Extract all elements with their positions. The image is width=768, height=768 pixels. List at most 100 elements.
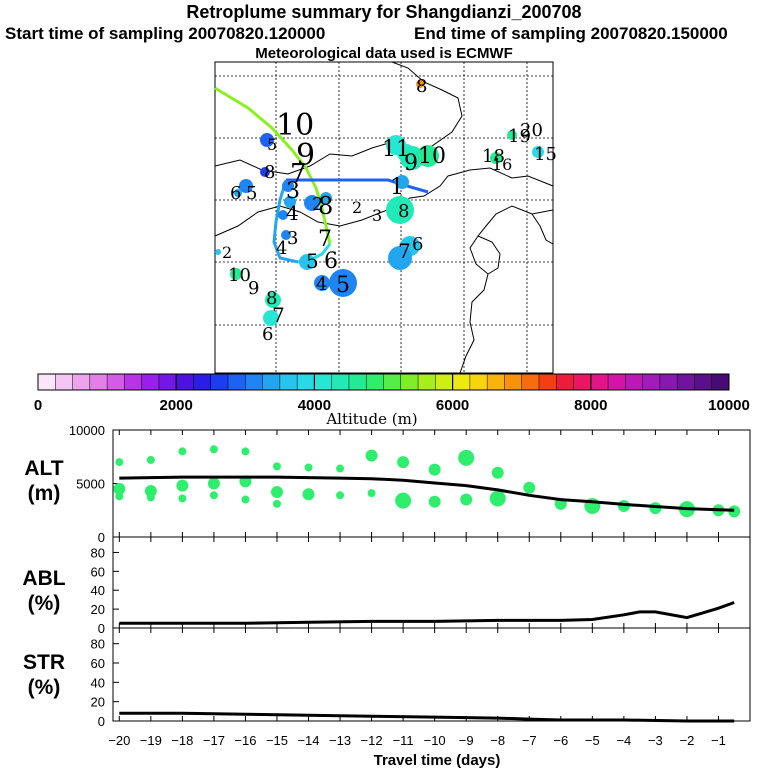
series-line <box>119 475 735 512</box>
colorbar-swatch <box>366 374 384 390</box>
end-time-label: End time of sampling 20070820.150000 <box>414 24 728 43</box>
colorbar-swatch <box>176 374 194 390</box>
y-tick-label: 0 <box>98 621 105 636</box>
colorbar-swatch <box>711 374 730 390</box>
trajectory-marker <box>532 146 544 158</box>
trajectory-day-label: 4 <box>276 238 287 259</box>
colorbar-title: Altitude (m) <box>325 410 417 428</box>
colorbar-swatch <box>279 374 298 390</box>
altitude-dot <box>336 464 345 473</box>
y-tick-label: 80 <box>91 637 105 652</box>
trajectory-day-label: 8 <box>266 288 277 309</box>
trajectory-day-label: 10 <box>276 108 314 143</box>
series-line <box>119 711 735 723</box>
colorbar-swatch <box>107 374 125 390</box>
colorbar-swatch <box>124 374 142 390</box>
x-tick-label: −4 <box>616 733 631 748</box>
trajectory-day-label: 3 <box>372 206 382 225</box>
trajectory-day-label: 7 <box>272 303 285 327</box>
colorbar-tick-label: 0 <box>34 397 42 414</box>
y-tick-label: 0 <box>98 530 105 545</box>
colorbar-swatch <box>228 374 246 390</box>
altitude-dot <box>336 491 345 500</box>
trajectory-marker <box>416 80 424 88</box>
x-tick-label: −8 <box>490 733 505 748</box>
colorbar-swatch <box>314 374 332 390</box>
colorbar-swatch <box>55 374 73 390</box>
trajectory-marker <box>234 189 242 197</box>
colorbar-tick-label: 4000 <box>298 397 331 414</box>
chart-title: Retroplume summary for Shangdianzi_20070… <box>186 2 582 22</box>
altitude-dot <box>209 445 218 454</box>
altitude-dot <box>489 490 506 507</box>
trajectory-marker <box>417 145 439 167</box>
x-axis-title: Travel time (days) <box>374 752 501 768</box>
series-line <box>119 601 735 625</box>
trajectory-day-label: 5 <box>267 135 277 154</box>
y-tick-label: 60 <box>91 564 105 579</box>
trajectory-day-label: 11 <box>382 137 410 162</box>
altitude-dot <box>460 493 473 506</box>
trajectory-marker <box>278 210 288 220</box>
panel-label-name: ALT <box>24 457 63 480</box>
x-tick-label: −2 <box>680 733 695 748</box>
panel-label-unit: (m) <box>28 482 61 505</box>
trajectory-day-label: 4 <box>286 201 299 225</box>
trajectory-day-label: 7 <box>398 239 411 263</box>
colorbar-swatch <box>297 374 315 390</box>
altitude-dot <box>365 449 378 462</box>
panel-label-unit: (%) <box>28 592 61 615</box>
trajectory-marker <box>314 275 330 291</box>
x-tick-label: −5 <box>585 733 600 748</box>
altitude-dot <box>209 491 218 500</box>
colorbar-swatch <box>418 374 436 390</box>
time-series-panels: 1000050000ALT(m)806040200ABL(%)806040200… <box>22 423 751 748</box>
colorbar-swatch <box>245 374 263 390</box>
colorbar-swatch <box>262 374 281 390</box>
trajectory-marker <box>260 167 270 177</box>
trajectory-marker <box>215 249 221 255</box>
colorbar-swatch <box>469 374 488 390</box>
x-tick-label: −14 <box>297 733 319 748</box>
trajectory-marker <box>395 175 409 189</box>
trajectory-marker <box>304 195 320 211</box>
altitude-dot <box>397 456 410 469</box>
colorbar-swatch <box>573 374 592 390</box>
colorbar-swatch <box>452 374 471 390</box>
altitude-dot <box>115 492 124 501</box>
colorbar-tick-label: 10000 <box>708 397 750 414</box>
x-tick-label: −12 <box>361 733 383 748</box>
colorbar-swatch <box>694 374 713 390</box>
trajectory-day-label: 6 <box>412 234 423 255</box>
colorbar-swatch <box>521 374 540 390</box>
x-tick-label: −15 <box>266 733 288 748</box>
trajectory-marker <box>239 179 253 193</box>
panel-label-name: STR <box>23 651 65 674</box>
altitude-dot <box>176 479 189 492</box>
trajectory-day-label: 16 <box>492 155 512 174</box>
x-tick-label: −17 <box>203 733 225 748</box>
altitude-dot <box>272 462 281 471</box>
x-tick-label: −11 <box>393 733 414 748</box>
trajectory-day-label: 19 <box>508 126 531 147</box>
x-tick-label: −10 <box>424 733 446 748</box>
colorbar-tick-label: 8000 <box>574 397 607 414</box>
altitude-dot <box>207 477 220 490</box>
altitude-dot <box>304 463 313 472</box>
trajectory-day-label: 9 <box>296 138 315 173</box>
x-tick-label: −3 <box>648 733 663 748</box>
x-tick-label: −6 <box>553 733 568 748</box>
colorbar-swatch <box>608 374 626 390</box>
trajectory-day-label: 8 <box>398 201 409 222</box>
trajectory-day-label: 4 <box>316 274 327 295</box>
x-tick-label: −20 <box>108 733 130 748</box>
trajectory-day-label: 7 <box>290 159 307 189</box>
colorbar-tick-label: 6000 <box>436 397 469 414</box>
colorbar-swatch <box>487 374 505 390</box>
y-tick-label: 10000 <box>69 423 105 438</box>
trajectory-marker <box>265 292 281 308</box>
panel-label-unit: (%) <box>28 676 61 699</box>
colorbar-swatch <box>435 374 453 390</box>
trajectory-day-label: 18 <box>482 146 505 167</box>
